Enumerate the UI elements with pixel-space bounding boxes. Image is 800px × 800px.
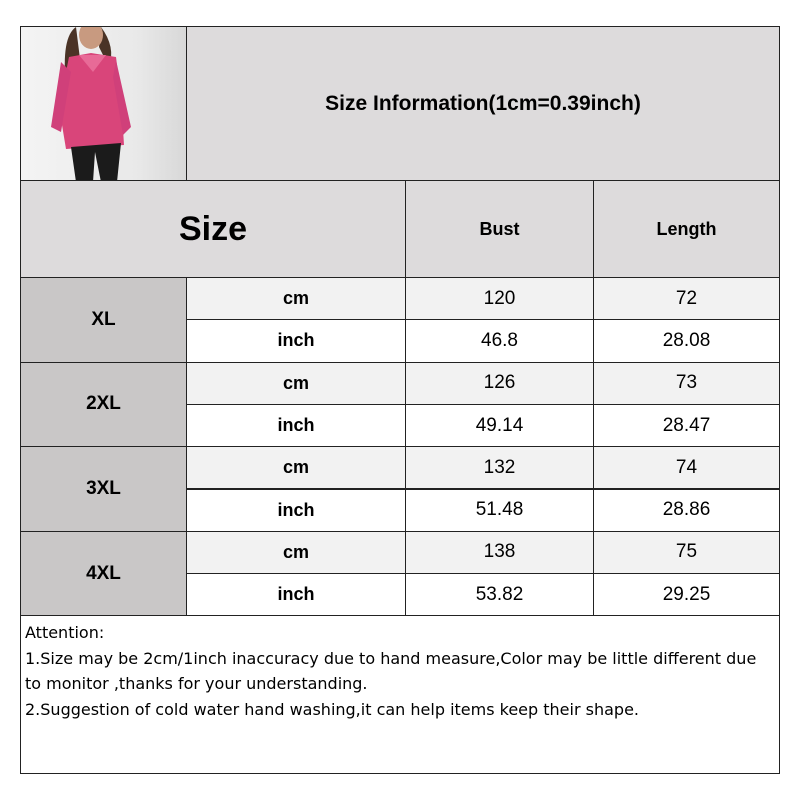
length-value: 28.08 [593, 319, 780, 363]
size-label: 4XL [20, 530, 187, 617]
notes-heading: Attention: [25, 623, 105, 642]
chart-title: Size Information(1cm=0.39inch) [186, 26, 780, 181]
bust-value: 126 [405, 361, 594, 405]
bust-value: 120 [405, 277, 594, 321]
length-value: 29.25 [593, 573, 780, 617]
bust-value: 49.14 [405, 403, 594, 448]
unit-label: inch [186, 319, 406, 363]
unit-label: cm [186, 530, 406, 575]
bust-value: 53.82 [405, 573, 594, 617]
size-label: 3XL [20, 446, 187, 532]
bust-value: 138 [405, 530, 594, 575]
length-value: 28.86 [593, 488, 780, 532]
bust-value: 46.8 [405, 319, 594, 363]
unit-label: cm [186, 277, 406, 321]
bust-value: 132 [405, 446, 594, 490]
bust-value: 51.48 [405, 488, 594, 532]
unit-label: cm [186, 446, 406, 490]
length-header: Length [593, 180, 780, 278]
note-line: 2.Suggestion of cold water hand washing,… [25, 699, 639, 719]
bust-header: Bust [405, 180, 594, 278]
unit-label: inch [186, 488, 406, 532]
unit-label: inch [186, 403, 406, 448]
length-value: 74 [593, 446, 780, 490]
unit-label: inch [186, 573, 406, 617]
attention-notes: Attention: 1.Size may be 2cm/1inch inacc… [20, 615, 780, 774]
length-value: 73 [593, 361, 780, 405]
size-header: Size [20, 180, 406, 278]
length-value: 72 [593, 277, 780, 321]
length-value: 75 [593, 530, 780, 575]
size-label: 2XL [20, 361, 187, 448]
note-line: 1.Size may be 2cm/1inch inaccuracy due t… [25, 648, 757, 694]
size-label: XL [20, 277, 187, 363]
unit-label: cm [186, 361, 406, 405]
length-value: 28.47 [593, 403, 780, 448]
product-photo [20, 26, 187, 181]
